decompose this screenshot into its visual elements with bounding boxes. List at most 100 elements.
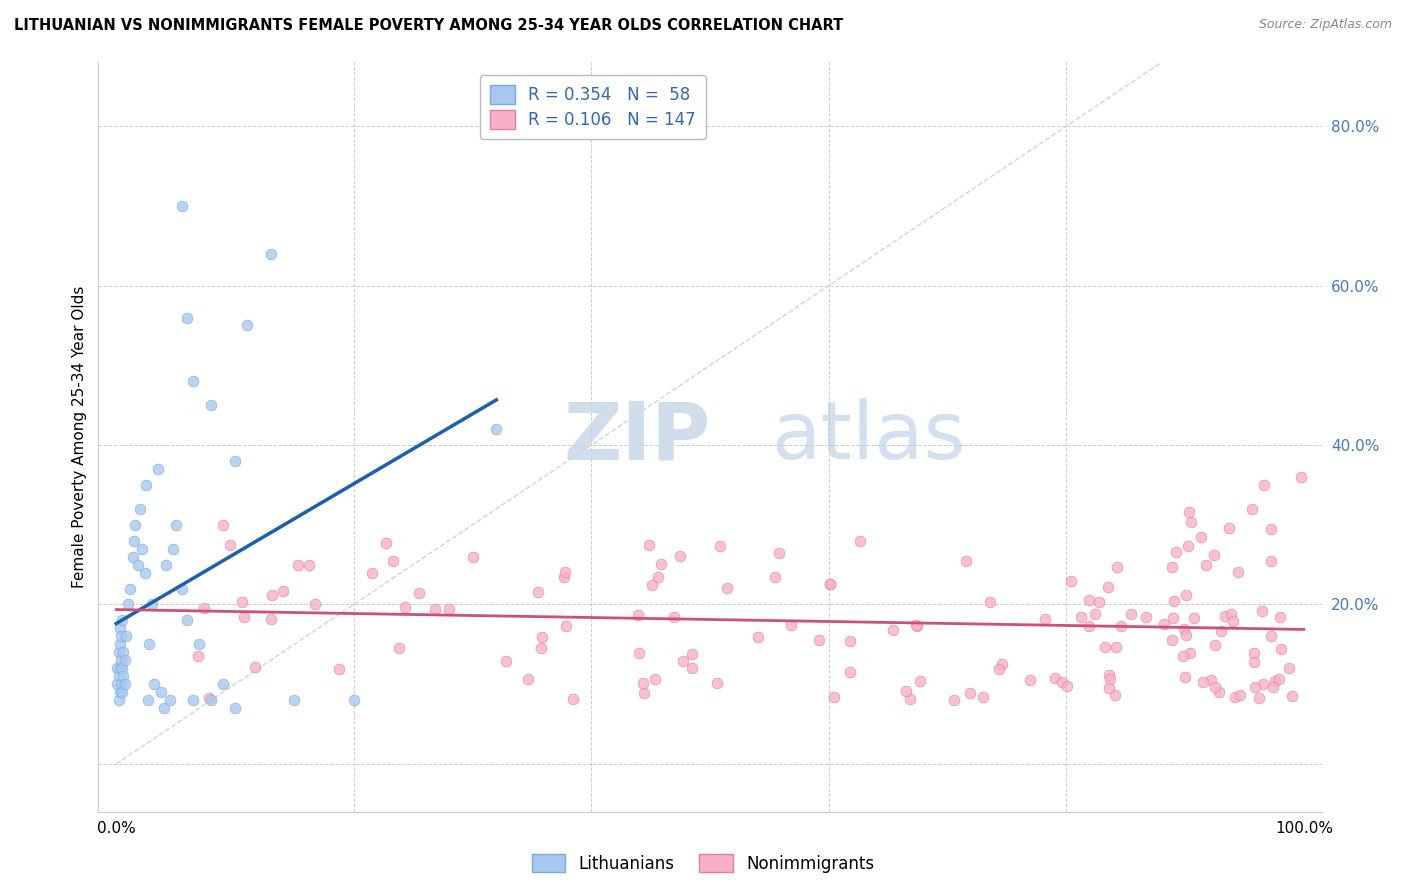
Point bbox=[231, 595, 253, 609]
Point bbox=[117, 598, 139, 612]
Point bbox=[112, 669, 135, 683]
Point bbox=[423, 602, 446, 616]
Point bbox=[162, 541, 184, 556]
Point bbox=[165, 517, 187, 532]
Point bbox=[553, 570, 575, 584]
Point bbox=[1153, 617, 1175, 632]
Point bbox=[780, 617, 803, 632]
Point bbox=[212, 677, 235, 691]
Point bbox=[127, 558, 149, 572]
Point bbox=[650, 557, 672, 571]
Point bbox=[114, 653, 136, 667]
Point bbox=[1209, 624, 1232, 638]
Point bbox=[382, 554, 405, 568]
Point bbox=[627, 608, 650, 623]
Point bbox=[141, 598, 163, 612]
Point bbox=[287, 558, 309, 573]
Point bbox=[1173, 670, 1195, 684]
Point bbox=[1078, 593, 1101, 607]
Point bbox=[107, 669, 129, 683]
Point bbox=[259, 246, 281, 260]
Point bbox=[1105, 559, 1128, 574]
Point bbox=[1226, 566, 1249, 580]
Point bbox=[124, 517, 146, 532]
Point bbox=[114, 629, 136, 643]
Point bbox=[110, 629, 132, 643]
Point bbox=[243, 659, 266, 673]
Point bbox=[328, 662, 350, 676]
Point bbox=[1202, 548, 1225, 562]
Point bbox=[260, 612, 283, 626]
Point bbox=[1180, 646, 1202, 660]
Point bbox=[155, 558, 177, 572]
Point bbox=[129, 501, 152, 516]
Point bbox=[108, 621, 131, 635]
Point bbox=[706, 676, 728, 690]
Point bbox=[388, 641, 411, 656]
Point bbox=[959, 686, 981, 700]
Point bbox=[111, 661, 134, 675]
Point bbox=[198, 690, 221, 705]
Point bbox=[463, 549, 485, 564]
Point bbox=[1192, 675, 1215, 690]
Point bbox=[644, 672, 666, 686]
Point bbox=[1104, 688, 1126, 702]
Point bbox=[304, 597, 326, 611]
Point bbox=[1278, 661, 1301, 675]
Point bbox=[1135, 610, 1157, 624]
Point bbox=[908, 674, 931, 689]
Point bbox=[633, 686, 655, 700]
Point bbox=[1173, 648, 1195, 663]
Point bbox=[1268, 610, 1291, 624]
Point bbox=[987, 662, 1010, 676]
Point bbox=[361, 566, 384, 580]
Point bbox=[233, 610, 256, 624]
Point bbox=[1077, 618, 1099, 632]
Point bbox=[408, 586, 430, 600]
Point bbox=[562, 692, 585, 706]
Point bbox=[972, 690, 994, 704]
Point bbox=[212, 517, 235, 532]
Point bbox=[823, 690, 845, 704]
Point bbox=[135, 478, 157, 492]
Point bbox=[991, 657, 1014, 671]
Point bbox=[1111, 619, 1133, 633]
Point bbox=[647, 569, 669, 583]
Point bbox=[224, 454, 246, 468]
Point bbox=[107, 677, 129, 691]
Point bbox=[1097, 580, 1119, 594]
Point bbox=[681, 647, 703, 661]
Point bbox=[143, 677, 166, 691]
Point bbox=[894, 683, 917, 698]
Point bbox=[1043, 671, 1066, 685]
Point bbox=[176, 614, 198, 628]
Point bbox=[1177, 539, 1199, 553]
Point bbox=[131, 541, 153, 556]
Point bbox=[631, 676, 654, 690]
Point bbox=[138, 637, 160, 651]
Point bbox=[1182, 611, 1205, 625]
Point bbox=[134, 566, 156, 580]
Point bbox=[1195, 558, 1218, 572]
Point bbox=[905, 619, 928, 633]
Point bbox=[260, 588, 283, 602]
Point bbox=[1229, 688, 1251, 702]
Point bbox=[120, 582, 142, 596]
Point bbox=[111, 685, 134, 699]
Point bbox=[1223, 690, 1246, 705]
Point bbox=[1180, 515, 1202, 529]
Point bbox=[1098, 681, 1121, 695]
Point bbox=[1018, 673, 1040, 687]
Point bbox=[1056, 679, 1078, 693]
Point bbox=[1264, 674, 1286, 689]
Point bbox=[343, 693, 366, 707]
Point bbox=[1281, 689, 1303, 703]
Point bbox=[107, 645, 129, 659]
Point bbox=[1243, 647, 1265, 661]
Point bbox=[273, 584, 295, 599]
Point bbox=[1050, 675, 1073, 690]
Text: ZIP: ZIP bbox=[564, 398, 710, 476]
Point bbox=[1175, 628, 1198, 642]
Point bbox=[1087, 595, 1109, 609]
Point bbox=[637, 538, 659, 552]
